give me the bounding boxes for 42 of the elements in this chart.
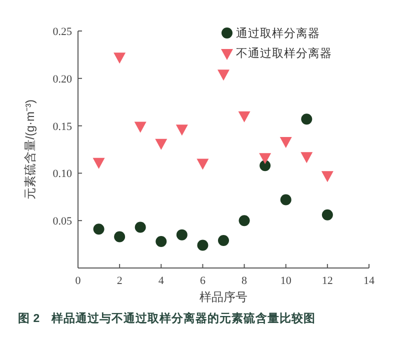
point bbox=[218, 70, 230, 81]
x-tick-label: 10 bbox=[280, 275, 292, 287]
point bbox=[156, 236, 167, 247]
x-tick-label: 0 bbox=[75, 275, 82, 287]
x-tick-label: 8 bbox=[242, 275, 248, 287]
point bbox=[197, 240, 208, 251]
point bbox=[114, 52, 126, 64]
point bbox=[155, 138, 168, 150]
y-tick-label: 0.20 bbox=[52, 73, 72, 86]
y-tick-label: 0.10 bbox=[52, 168, 72, 180]
point bbox=[134, 122, 146, 133]
point bbox=[238, 215, 250, 226]
point bbox=[301, 114, 312, 125]
point bbox=[238, 111, 250, 122]
point bbox=[259, 153, 272, 164]
y-tick-label: 0.25 bbox=[52, 26, 72, 38]
point bbox=[280, 136, 292, 148]
y-tick-label: 0.15 bbox=[52, 120, 72, 133]
point bbox=[322, 209, 333, 220]
point bbox=[196, 158, 209, 170]
point bbox=[280, 194, 292, 206]
y-tick-label: 0.05 bbox=[52, 216, 72, 228]
point bbox=[93, 224, 104, 235]
point bbox=[260, 160, 271, 172]
point bbox=[92, 158, 105, 169]
legend-label: 不通过取样分离器 bbox=[236, 46, 332, 60]
y-axis-title: 元素硫含量/(g·m⁻³) bbox=[23, 100, 37, 200]
x-tick-label: 2 bbox=[116, 275, 122, 287]
caption: 图 2 样品通过与不通过取样分离器的元素硫含量比较图 bbox=[18, 311, 316, 325]
point bbox=[300, 152, 313, 164]
x-tick-label: 12 bbox=[322, 275, 333, 287]
point bbox=[176, 124, 188, 136]
point bbox=[114, 231, 126, 242]
x-tick-label: 6 bbox=[200, 275, 206, 287]
point bbox=[134, 222, 146, 233]
point bbox=[218, 235, 229, 246]
x-tick-label: 4 bbox=[158, 275, 164, 287]
point bbox=[176, 229, 188, 240]
x-axis-title: 样品序号 bbox=[200, 290, 248, 304]
point bbox=[321, 171, 334, 182]
x-tick-label: 14 bbox=[364, 275, 375, 287]
legend-label: 通过取样分离器 bbox=[236, 26, 320, 40]
